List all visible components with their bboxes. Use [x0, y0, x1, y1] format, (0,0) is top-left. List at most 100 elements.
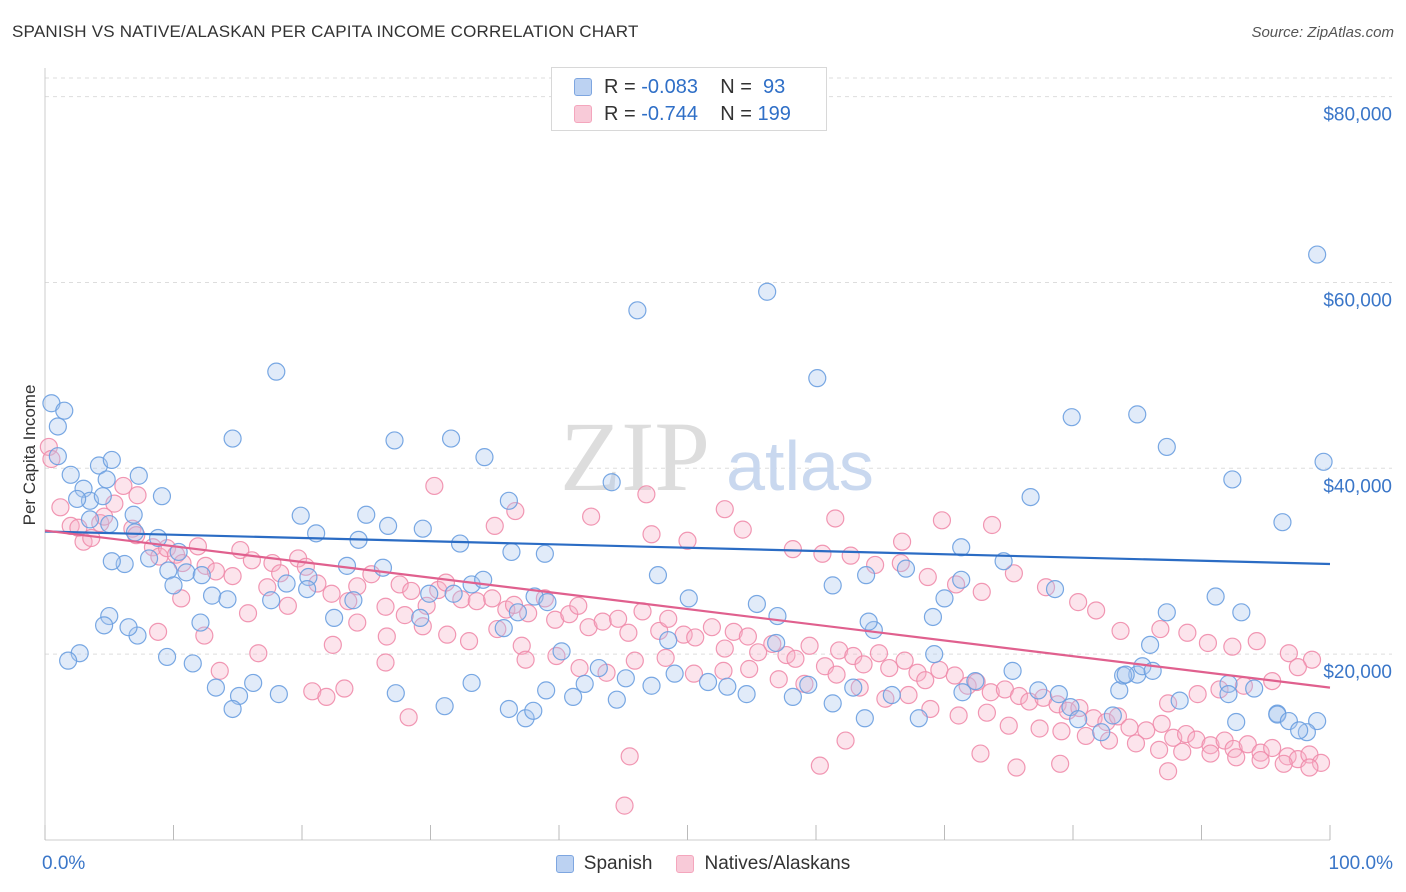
- spanish-point-133: [223, 699, 242, 719]
- spanish-point-141: [95, 616, 114, 635]
- spanish-point-154: [718, 677, 737, 696]
- native-point-119: [278, 596, 297, 615]
- native-point-59: [702, 618, 722, 637]
- spanish-point-107: [1110, 681, 1129, 700]
- native-point-52: [609, 609, 628, 628]
- spanish-point-83: [737, 685, 756, 704]
- native-point-184: [841, 546, 860, 565]
- spanish-point-54: [267, 362, 286, 381]
- spanish-point-47: [494, 619, 513, 638]
- native-point-182: [783, 540, 802, 559]
- native-point-11: [128, 486, 147, 505]
- spanish-point-63: [648, 566, 668, 585]
- spanish-point-68: [768, 606, 787, 626]
- native-point-103: [1263, 738, 1282, 758]
- chart-title: SPANISH VS NATIVE/ALASKAN PER CAPITA INC…: [12, 22, 639, 41]
- native-point-93: [1137, 721, 1156, 740]
- spanish-point-16: [124, 505, 143, 524]
- spanish-point-40: [378, 516, 398, 536]
- native-point-153: [1126, 734, 1146, 753]
- spanish-point-151: [642, 676, 661, 695]
- spanish-point-117: [1170, 691, 1189, 710]
- native-point-91: [1108, 707, 1128, 726]
- spanish-point-157: [823, 694, 842, 713]
- native-point-189: [972, 582, 991, 601]
- native-point-194: [1111, 621, 1130, 641]
- spanish-point-125: [552, 642, 571, 661]
- native-point-34: [376, 597, 395, 616]
- spanish-point-11: [93, 487, 112, 506]
- spanish-point-42: [450, 534, 470, 553]
- spanish-point-109: [1116, 665, 1135, 684]
- spanish-point-81: [966, 671, 985, 691]
- native-point-41: [467, 592, 486, 611]
- y-tick-label-1: $40,000: [1323, 476, 1392, 497]
- native-point-32: [348, 577, 367, 596]
- native-point-139: [769, 670, 788, 689]
- spanish-point-113: [1245, 679, 1264, 698]
- spanish-point-70: [767, 633, 786, 653]
- native-point-22: [223, 566, 242, 586]
- native-point-195: [1151, 619, 1170, 639]
- native-point-101: [1238, 735, 1257, 754]
- spanish-point-67: [747, 594, 766, 614]
- native-point-168: [615, 796, 634, 815]
- spanish-point-144: [499, 699, 518, 719]
- spanish-point-50: [538, 593, 557, 612]
- legend-item-native[interactable]: Natives/Alaskans: [676, 852, 850, 876]
- y-tick-label-3: $80,000: [1323, 105, 1392, 126]
- spanish-point-30: [262, 591, 281, 610]
- native-point-73: [880, 658, 899, 678]
- spanish-point-87: [1029, 681, 1048, 700]
- watermark: ZIP atlas: [560, 401, 874, 512]
- native-point-126: [438, 625, 457, 644]
- spanish-point-134: [206, 678, 226, 697]
- spanish-point-128: [462, 673, 481, 693]
- spanish-point-145: [516, 709, 535, 728]
- native-point-96: [1176, 724, 1196, 744]
- native-point-165: [1007, 758, 1026, 777]
- native-point-74: [895, 651, 914, 670]
- spanish-point-74: [896, 559, 916, 578]
- x-tick-label-end: 100.0%: [1329, 853, 1394, 874]
- watermark-zip: ZIP: [560, 401, 710, 512]
- native-point-20: [196, 556, 215, 575]
- spanish-point-66: [758, 282, 777, 301]
- native-point-196: [1178, 623, 1197, 642]
- spanish-point-2: [55, 401, 74, 420]
- native-point-76: [916, 671, 935, 690]
- native-point-193: [1087, 601, 1106, 620]
- legend-row-native: R = -0.744 N = 199: [574, 102, 791, 126]
- legend-item-spanish[interactable]: Spanish: [555, 852, 653, 876]
- native-point-159: [1274, 754, 1293, 773]
- native-point-197: [1198, 633, 1218, 653]
- spanish-point-72: [857, 566, 876, 585]
- spanish-point-4: [61, 465, 80, 484]
- legend-label-spanish: Spanish: [583, 853, 653, 874]
- spanish-point-57: [385, 431, 404, 450]
- spanish-point-43: [420, 584, 439, 603]
- spanish-point-27: [202, 586, 222, 605]
- spanish-point-95: [1157, 603, 1176, 622]
- native-point-144: [899, 685, 918, 705]
- legend-r-label: R =: [604, 75, 642, 98]
- native-point-166: [1051, 754, 1070, 773]
- native-point-94: [1152, 714, 1171, 733]
- spanish-point-127: [616, 669, 635, 688]
- spanish-point-115: [1308, 711, 1327, 731]
- spanish-point-149: [575, 674, 594, 693]
- native-point-158: [1251, 750, 1270, 770]
- native-point-150: [1052, 722, 1071, 741]
- native-point-170: [637, 485, 656, 504]
- spanish-point-48: [508, 603, 527, 622]
- native-point-148: [999, 716, 1018, 735]
- spanish-point-131: [269, 685, 288, 704]
- native-point-49: [569, 596, 588, 615]
- native-point-149: [1030, 719, 1049, 738]
- spanish-point-53: [223, 429, 242, 448]
- native-point-129: [512, 636, 531, 655]
- spanish-point-15: [152, 487, 172, 506]
- spanish-point-158: [855, 709, 874, 728]
- spanish-point-71: [823, 576, 842, 595]
- spanish-point-155: [783, 687, 802, 706]
